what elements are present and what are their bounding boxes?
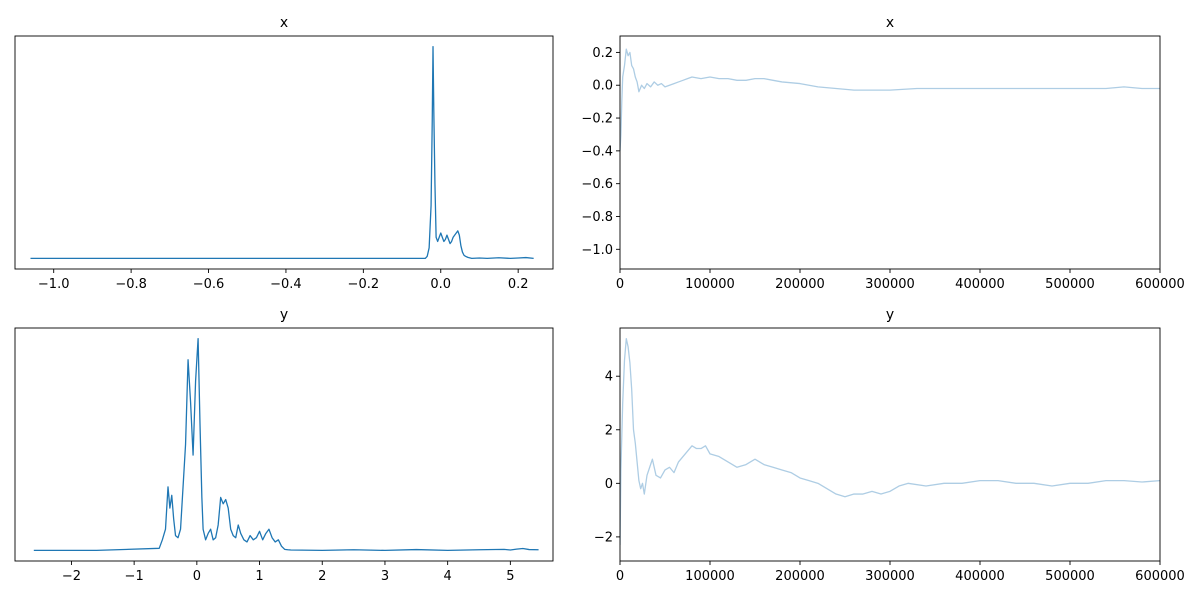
y-tick-label: −0.2	[581, 112, 613, 127]
y-tick-label: −1.0	[581, 243, 613, 258]
x-tick-label: 0	[616, 569, 624, 584]
x-tick-label: 400000	[955, 277, 1005, 292]
subplot-title: y	[280, 307, 288, 323]
x-tick-label: 600000	[1135, 569, 1185, 584]
x-tick-label: 600000	[1135, 277, 1185, 292]
subplot-1: x −1.0 −0.8 −0.6 −0.4 −0.2 0.0 0.2	[14, 15, 554, 292]
x-tick-label: 200000	[775, 569, 825, 584]
x-tick-label: −0.2	[348, 277, 380, 292]
x-tick-label: 0	[193, 569, 201, 584]
x-tick-label: 0.0	[430, 277, 451, 292]
x-tick-label: 0.2	[508, 277, 529, 292]
subplot-4: y 0 100000 200000 300000 400000 500000 600000 4 2…	[594, 307, 1185, 584]
x-tick-label: −0.8	[115, 277, 147, 292]
y-tick-label: 0.0	[592, 79, 613, 94]
subplot-2: x 0 100000 200000 300000 400000 500000 600000 0.…	[581, 15, 1184, 292]
x-tick-label: 3	[381, 569, 389, 584]
x-tick-label: −2	[62, 569, 81, 584]
x-tick-label: −1.0	[38, 277, 70, 292]
y-tick-label: −2	[594, 530, 613, 545]
x-tick-label: −0.6	[193, 277, 225, 292]
subplot-title: x	[280, 15, 288, 31]
y-tick-label: 0	[605, 477, 613, 492]
x-tick-label: 100000	[685, 277, 735, 292]
x-tick-label: −1	[125, 569, 144, 584]
x-tick-label: 1	[255, 569, 263, 584]
x-tick-label: 0	[616, 277, 624, 292]
series-line-4-1	[620, 338, 1160, 545]
x-tick-label: 400000	[955, 569, 1005, 584]
x-tick-label: 300000	[865, 277, 915, 292]
x-tick-label: 4	[444, 569, 452, 584]
x-tick-label: 500000	[1045, 277, 1095, 292]
axes-frame	[14, 35, 554, 270]
subplot-3: y −2 −1 0 1 2 3 4 5	[14, 307, 554, 584]
x-tick-label: 100000	[685, 569, 735, 584]
x-tick-label: −0.4	[270, 277, 302, 292]
x-tick-label: 300000	[865, 569, 915, 584]
series-line-1-1	[30, 45, 534, 260]
y-tick-label: −0.6	[581, 177, 613, 192]
x-tick-label: 500000	[1045, 569, 1095, 584]
series-line-2-1	[620, 48, 1160, 151]
axes-frame	[619, 327, 1161, 562]
y-tick-label: 0.2	[592, 46, 613, 61]
x-tick-label: 200000	[775, 277, 825, 292]
y-tick-label: −0.4	[581, 144, 613, 159]
x-tick-label: 2	[318, 569, 326, 584]
axes-frame	[619, 35, 1161, 270]
x-tick-label: 5	[506, 569, 514, 584]
subplot-title: y	[886, 307, 894, 323]
series-line-3-1	[33, 337, 539, 552]
subplot-title: x	[886, 15, 894, 31]
y-tick-label: 4	[605, 370, 613, 385]
axes-frame	[14, 327, 554, 562]
y-tick-label: −0.8	[581, 210, 613, 225]
y-tick-label: 2	[605, 423, 613, 438]
